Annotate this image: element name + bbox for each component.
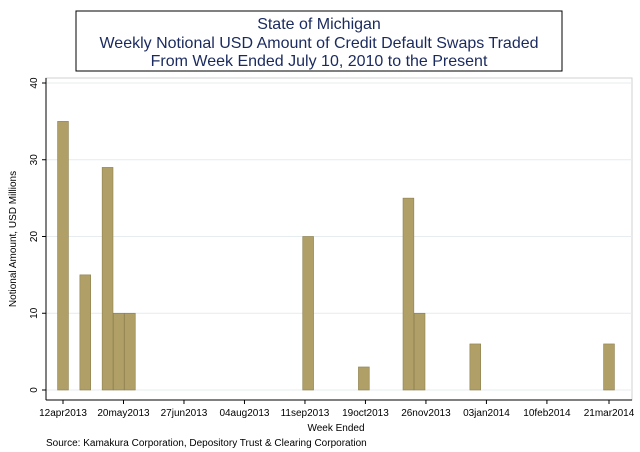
chart-title-line-3: From Week Ended July 10, 2010 to the Pre… xyxy=(151,53,488,70)
y-tick-label: 30 xyxy=(29,154,40,166)
x-tick-label: 21mar2014 xyxy=(584,408,635,419)
y-tick-label: 40 xyxy=(29,77,40,89)
bar xyxy=(57,121,69,391)
x-tick-label: 10feb2014 xyxy=(523,408,571,419)
bar xyxy=(79,274,91,391)
bar-layer xyxy=(57,121,615,391)
y-tick-label: 0 xyxy=(29,387,40,393)
bar xyxy=(358,366,370,391)
plot-area xyxy=(45,77,633,401)
x-tick-label: 03jan2014 xyxy=(463,408,510,419)
y-tick-label: 20 xyxy=(29,231,40,243)
x-tick-layer: 12apr2013 20may2013 27jun2013 04aug2013 11se… xyxy=(39,400,635,419)
y-axis-label: Notional Amount, USD Millions xyxy=(8,171,19,307)
grid-layer xyxy=(46,82,632,391)
y-tick-label: 10 xyxy=(29,307,40,319)
x-tick-label: 11sep2013 xyxy=(281,408,330,419)
y-tick-layer: 0 10 20 30 40 xyxy=(29,77,46,393)
bar xyxy=(101,167,114,391)
bar xyxy=(402,197,415,391)
bar xyxy=(124,312,136,391)
source-note: Source: Kamakura Corporation, Depository… xyxy=(46,438,367,449)
x-tick-label: 19oct2013 xyxy=(342,408,389,419)
x-tick-label: 20may2013 xyxy=(97,408,150,419)
chart-title-line-1: State of Michigan xyxy=(257,16,381,33)
x-tick-label: 26nov2013 xyxy=(401,408,451,419)
bar xyxy=(603,343,615,391)
title-box xyxy=(75,10,563,72)
bar xyxy=(113,312,125,391)
x-tick-label: 04aug2013 xyxy=(219,408,269,419)
bar xyxy=(413,312,426,391)
x-tick-label: 27jun2013 xyxy=(161,408,208,419)
x-tick-label: 12apr2013 xyxy=(39,408,87,419)
x-axis-label: Week Ended xyxy=(307,423,364,434)
bar xyxy=(469,343,481,391)
chart-title-line-2: Weekly Notional USD Amount of Credit Def… xyxy=(99,35,538,52)
bar xyxy=(302,236,314,391)
